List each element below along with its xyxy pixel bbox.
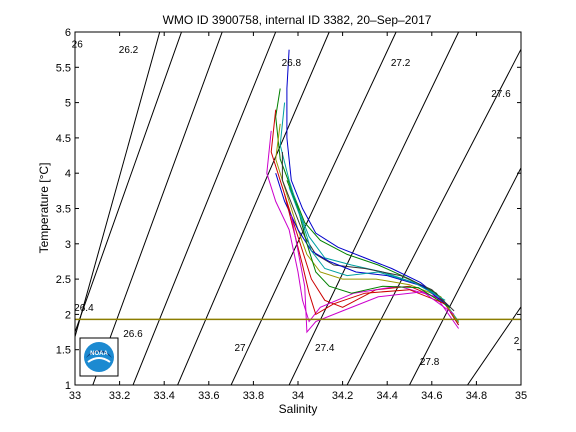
x-tick-label-10: 35 <box>515 390 527 402</box>
y-tick-label-4: 3 <box>65 239 71 251</box>
x-tick-label-1: 33.2 <box>109 390 130 402</box>
x-axis-label: Salinity <box>279 402 318 416</box>
isopycnal-label-8: 27.6 <box>491 89 511 100</box>
x-tick-label-4: 33.8 <box>243 390 264 402</box>
isopycnal-label-1: 26.2 <box>119 45 139 56</box>
y-tick-label-6: 4 <box>65 168 71 180</box>
x-tick-label-2: 33.4 <box>153 390 174 402</box>
profile-lines <box>266 49 460 334</box>
profile-line-1 <box>275 88 459 322</box>
y-tick-label-10: 6 <box>65 27 71 39</box>
y-tick-label-5: 3.5 <box>56 204 71 216</box>
isopycnal-lines <box>75 32 521 385</box>
isopycnal-label-2: 26.4 <box>74 303 94 314</box>
isopycnal-label-4: 26.8 <box>282 58 302 69</box>
y-tick-label-7: 4.5 <box>56 133 71 145</box>
isopycnal-label-10: 2 <box>514 336 520 347</box>
isopycnal-5 <box>230 32 397 385</box>
y-tick-label-3: 2.5 <box>56 274 71 286</box>
isopycnal-6 <box>288 32 460 385</box>
isopycnal-7 <box>346 48 521 385</box>
isopycnal-label-7: 27.4 <box>315 343 335 354</box>
x-tick-label-5: 34 <box>292 390 304 402</box>
x-tick-label-9: 34.8 <box>466 390 487 402</box>
isopycnal-label-0: 26 <box>72 40 84 51</box>
isopycnal-label-3: 26.6 <box>123 329 143 340</box>
isopycnal-label-9: 27.8 <box>420 357 440 368</box>
profile-line-3 <box>279 102 460 322</box>
x-tick-label-0: 33 <box>69 390 81 402</box>
isopycnal-8 <box>409 166 521 385</box>
y-tick-label-2: 2 <box>65 309 71 321</box>
x-tick-label-7: 34.4 <box>376 390 397 402</box>
x-tick-label-6: 34.2 <box>332 390 353 402</box>
isopycnal-1 <box>75 32 183 333</box>
x-axis-ticks: 33 33.2 33.4 33.6 33.8 34 34.2 34.4 34.6 34.8 35 <box>69 32 527 402</box>
profile-line-6 <box>281 152 455 312</box>
y-tick-label-1: 1.5 <box>56 345 71 357</box>
isopycnal-label-6: 27.2 <box>391 58 411 69</box>
y-tick-label-9: 5.5 <box>56 62 71 74</box>
profile-line-2 <box>270 109 460 326</box>
isopycnal-9 <box>467 305 521 385</box>
profile-line-8 <box>286 180 450 308</box>
y-axis-ticks: 1 1.5 2 2.5 3 3.5 4 4.5 5 5.5 6 <box>56 27 521 392</box>
profile-line-9 <box>284 194 446 316</box>
isopycnal-2 <box>92 32 223 385</box>
noaa-logo-text: NOAA <box>90 351 108 357</box>
isopycnal-labels: 26 26.2 26.4 26.6 26.8 27 27.2 27.4 27.6 27.8 2 <box>72 40 520 369</box>
noaa-logo: NOAA <box>79 337 119 377</box>
isopycnal-label-5: 27 <box>234 343 246 354</box>
x-tick-label-8: 34.6 <box>421 390 442 402</box>
isopycnal-0 <box>75 32 161 339</box>
isopycnal-4 <box>132 32 277 385</box>
isopycnal-3 <box>177 32 330 385</box>
y-tick-label-0: 1 <box>65 380 71 392</box>
y-tick-label-8: 5 <box>65 98 71 110</box>
chart-title: WMO ID 3900758, internal ID 3382, 20–Sep… <box>163 13 432 27</box>
profile-line-10 <box>290 215 455 334</box>
profile-line-11 <box>288 187 446 301</box>
y-axis-label: Temperature [°C] <box>37 163 51 254</box>
profile-line-0 <box>286 49 460 326</box>
x-tick-label-3: 33.6 <box>198 390 219 402</box>
